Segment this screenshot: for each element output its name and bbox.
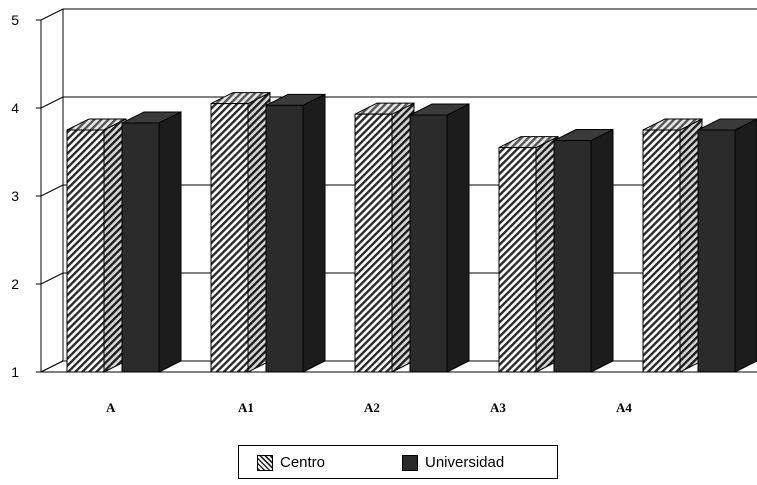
category-label-a4: A4 [616,400,632,415]
bar-universidad-a1-side [302,93,326,373]
ytick-label-5: 5 [11,12,19,28]
bar-universidad-a3-side [590,128,614,373]
bar-universidad-a4 [697,129,736,373]
ytick-label-3: 3 [11,188,19,204]
ytick-label-4: 4 [11,100,19,116]
bar-centro-a3 [498,147,537,373]
bar-centro-a [66,129,105,373]
category-label-a1: A1 [238,400,254,415]
floor-side-edge [40,360,64,373]
bar-universidad-a3 [553,140,592,373]
legend-swatch-centro [257,454,273,471]
gridline-side-5 [40,8,64,21]
bar-universidad-a2-side [446,103,470,373]
bar-universidad-a4-side [734,118,757,373]
gridline-side-3 [40,184,64,197]
gridline-side-4 [40,96,64,109]
legend: Centro Universidad [238,445,558,479]
category-label-a3: A3 [490,400,506,415]
legend-label-universidad: Universidad [425,454,505,471]
labels-group: 1 2 3 4 5 A A1 A2 A3 A4 [11,12,632,415]
legend-item-universidad: Universidad [402,454,504,471]
category-label-a: A [106,400,116,415]
bar-universidad-a1 [265,104,304,373]
bar-centro-a4 [642,129,681,373]
gridline-side-2 [40,272,64,285]
legend-swatch-universidad [402,454,418,471]
ytick-label-2: 2 [11,276,19,292]
legend-item-centro: Centro [257,454,325,471]
bar-centro-a2 [354,113,393,373]
bars-group [66,91,757,373]
legend-label-centro: Centro [280,454,326,471]
bar-centro-a1 [210,103,249,373]
bar-universidad-a [121,122,160,373]
bar-universidad-a2 [409,114,448,373]
bar-universidad-a-side [158,111,182,373]
ytick-label-1: 1 [11,364,19,380]
category-label-a2: A2 [364,400,380,415]
